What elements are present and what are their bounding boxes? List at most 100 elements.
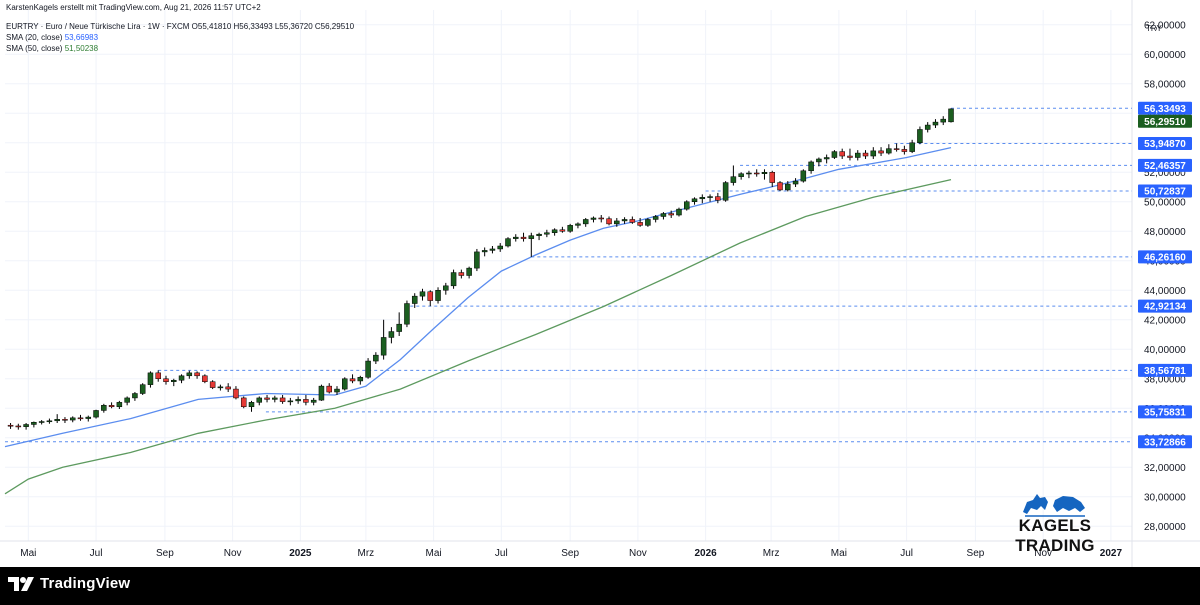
candle-body [831,151,838,158]
candle-body [575,223,581,226]
candle [785,181,791,192]
candle-body [847,155,853,158]
time-tick-label: Nov [629,548,647,559]
candle [225,383,231,393]
sma50-legend[interactable]: SMA (50, close) 51,50238 [6,44,98,54]
candle-body [443,285,449,291]
chart-area[interactable]: 62,0000060,0000058,0000056,0000054,00000… [0,0,1200,567]
candle [466,266,472,279]
candle [948,108,954,123]
candle [202,374,208,384]
candle-body [116,402,123,408]
candle [155,370,161,382]
candle [831,150,838,159]
candle-body [621,219,628,222]
candle [404,300,410,328]
candle-body [233,388,239,399]
candle-body [497,245,503,250]
symbol-legend[interactable]: EURTRY · Euro / Neue Türkische Lira · 1W… [6,22,355,31]
candle [303,394,309,406]
candle [419,288,426,301]
time-tick-label: Mai [20,548,36,559]
level-price-label: 46,26160 [1138,250,1192,264]
candle-body [854,152,861,158]
price-label-box [1138,250,1192,264]
candle-body [147,372,154,385]
candle [699,194,706,204]
candle-body [629,219,636,223]
level-price-label: 53,94870 [1138,137,1192,151]
time-tick-label: Jul [495,548,508,559]
tradingview-logo[interactable]: TradingView [8,575,130,592]
candle-body [551,229,558,233]
price-tick-label: 38,00000 [1144,374,1186,385]
candle [85,415,92,422]
last-price-label: 56,29510 [1138,114,1192,128]
candle [528,232,535,257]
candle [909,139,915,154]
candle-body [435,290,441,301]
time-tick-label: Mrz [763,548,780,559]
price-tick-label: 50,00000 [1144,197,1186,208]
candle [186,370,193,379]
candle [582,217,589,227]
candle [816,157,822,167]
candle [31,421,37,428]
candle-body [357,377,364,382]
price-label-box [1138,363,1192,377]
candle-body [450,272,457,287]
candle [722,181,729,202]
candle-body [924,124,931,130]
candle [637,217,643,227]
candle [435,287,441,304]
candle-body [458,272,465,276]
candle-body [684,201,690,210]
price-tick-label: 60,00000 [1144,50,1186,61]
candle-body [404,303,410,325]
candle [652,215,659,223]
sma20-value: 53,66983 [64,33,99,42]
candle [559,226,566,233]
candle [551,228,558,236]
candle [536,232,542,241]
candle [365,358,371,379]
candle [139,383,146,395]
candle-body [559,229,566,232]
candle-body [513,236,519,239]
candle-body [520,236,527,239]
candle [272,395,278,403]
candle-body [380,337,387,356]
candle [606,216,612,226]
candle-body [225,386,231,390]
price-tick-label: 52,00000 [1144,168,1186,179]
candle-body [901,149,908,152]
candle [326,383,332,394]
candle [932,119,939,128]
price-chart[interactable]: 62,0000060,0000058,0000056,0000054,00000… [0,0,1200,567]
candle [645,217,651,227]
price-tick-label: 48,00000 [1144,227,1186,238]
candle [69,416,76,423]
candle [116,400,123,409]
candle-body [746,172,752,175]
candle-body [761,172,768,174]
candle-body [823,157,830,160]
candle [870,147,877,159]
candle [334,386,340,395]
candle [77,414,84,421]
candle [147,371,154,388]
candle-body [38,421,45,423]
candle [823,154,830,164]
price-label-box [1138,158,1192,172]
candle [660,212,667,220]
candle-body [186,372,193,377]
sma20-legend[interactable]: SMA (20, close) 53,66983 [6,33,98,43]
candle-body [489,248,496,251]
candle [388,327,395,344]
price-tick-label: 40,00000 [1144,345,1186,356]
candle [575,222,581,229]
candle-body [287,400,294,403]
candle [513,234,519,242]
bull-bear-logo-icon [1023,494,1085,517]
candle-body [862,152,869,157]
